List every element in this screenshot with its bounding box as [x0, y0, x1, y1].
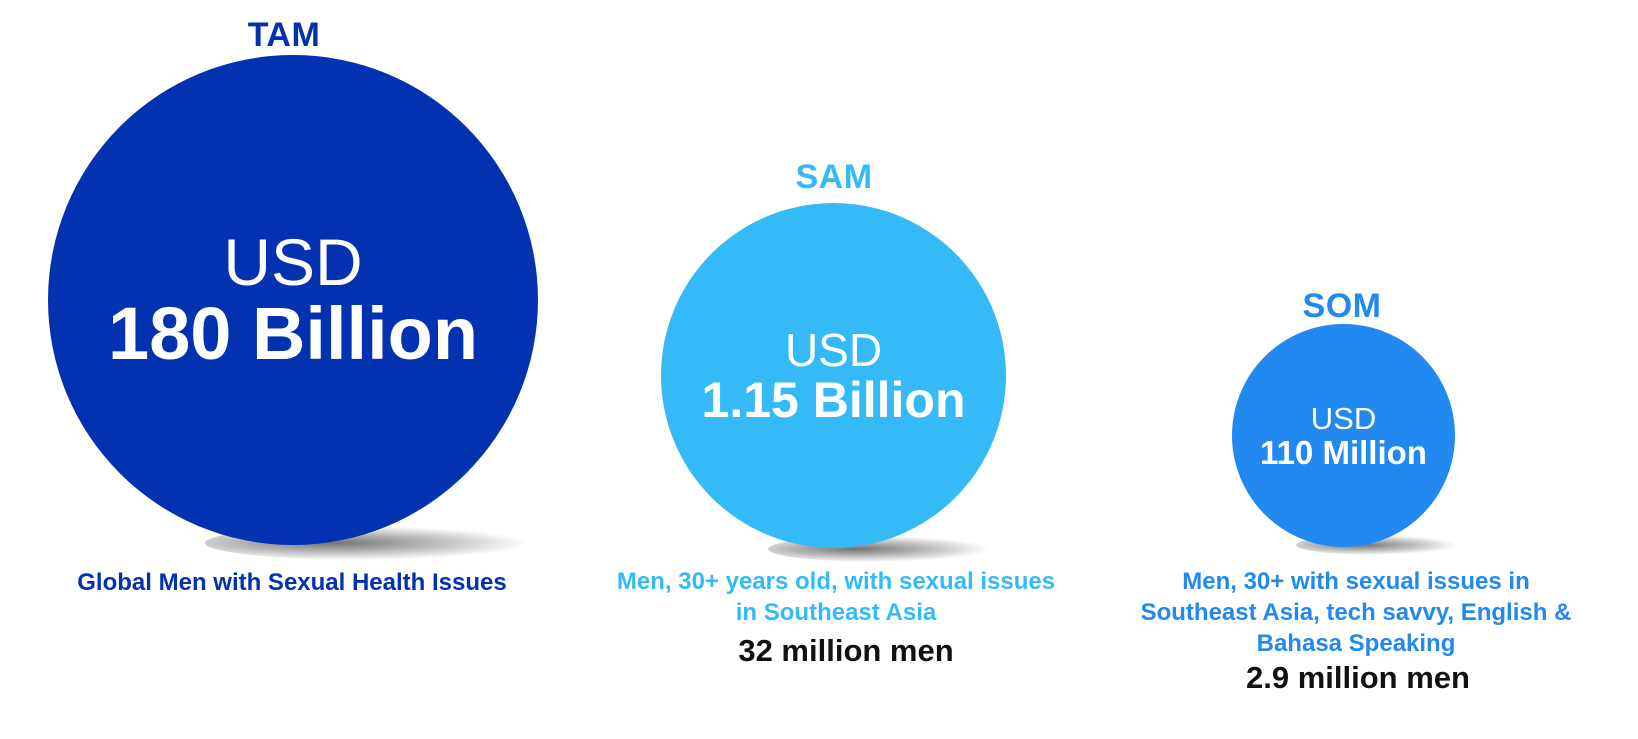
sam-amount: 1.15 Billion: [701, 371, 966, 428]
tam-currency: USD: [223, 225, 363, 299]
tam-label: TAM: [247, 16, 321, 54]
sam-circle: USD 1.15 Billion: [661, 203, 1006, 548]
som-description-line: Bahasa Speaking: [1256, 630, 1456, 657]
som-description: Men, 30+ with sexual issues in Southeast…: [1116, 566, 1596, 659]
som-description-line: Men, 30+ with sexual issues in: [1182, 568, 1530, 595]
sam-currency: USD: [784, 323, 883, 376]
tam-amount: 180 Billion: [107, 292, 479, 375]
tam-circle: USD 180 Billion: [48, 55, 538, 545]
som-currency: USD: [1310, 400, 1377, 436]
sam-description-line: Men, 30+ years old, with sexual issues: [616, 568, 1056, 595]
tam-description: Global Men with Sexual Health Issues: [77, 569, 507, 596]
som-label: SOM: [1302, 287, 1382, 325]
sam-description-line: in Southeast Asia: [735, 599, 937, 626]
som-count: 2.9 million men: [1246, 660, 1470, 695]
sam-count: 32 million men: [738, 633, 954, 668]
sam-label: SAM: [795, 158, 873, 196]
som-circle: USD 110 Million: [1232, 324, 1455, 547]
sam-description: Men, 30+ years old, with sexual issues i…: [586, 566, 1086, 628]
som-description-line: Southeast Asia, tech savvy, English &: [1140, 599, 1572, 626]
som-amount: 110 Million: [1260, 433, 1427, 471]
